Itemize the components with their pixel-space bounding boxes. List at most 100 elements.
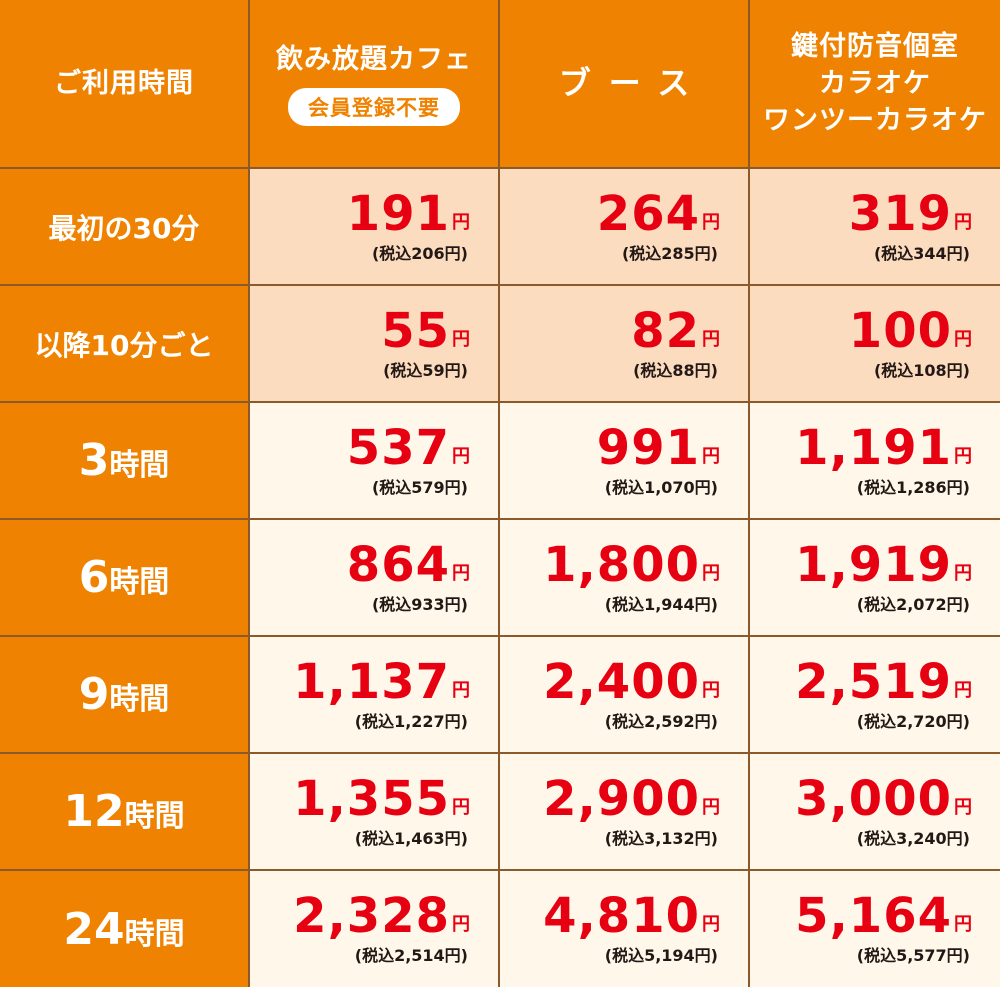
hours-suffix: 時間 bbox=[124, 916, 185, 952]
row-label-text: 最初の30分 bbox=[48, 211, 200, 245]
price-main: 1,191 円 bbox=[795, 424, 972, 472]
tax-included-price: (税込933円) bbox=[371, 594, 468, 614]
price-main: 537 円 bbox=[347, 424, 470, 472]
yen-unit: 円 bbox=[954, 914, 972, 935]
price-cell-karaoke: 1,191 円 (税込1,286円) bbox=[750, 403, 1000, 520]
price-amount: 991 bbox=[596, 419, 700, 476]
price-main: 1,137 円 bbox=[293, 658, 470, 706]
tax-included-price: (税込344円) bbox=[873, 243, 970, 263]
price-cell-booth: 2,900 円 (税込3,132円) bbox=[500, 754, 750, 871]
hours-suffix: 時間 bbox=[124, 799, 185, 834]
price-main: 319 円 bbox=[849, 190, 972, 238]
price-cell-booth: 2,400 円 (税込2,592円) bbox=[500, 637, 750, 754]
price-amount: 1,355 bbox=[293, 770, 450, 827]
tax-included-price: (税込108円) bbox=[873, 360, 970, 380]
price-main: 1,800 円 bbox=[543, 541, 720, 589]
price-amount: 2,400 bbox=[543, 653, 700, 710]
row-label-text: 12時間 bbox=[63, 786, 184, 837]
yen-unit: 円 bbox=[452, 914, 470, 935]
yen-unit: 円 bbox=[702, 914, 720, 935]
price-cell-cafe: 191 円 (税込206円) bbox=[250, 169, 500, 286]
price-main: 5,164 円 bbox=[795, 892, 972, 940]
header-karaoke: 鍵付防音個室 カラオケ ワンツーカラオケ bbox=[750, 0, 1000, 169]
hours-number: 3 bbox=[78, 435, 110, 486]
tax-included-price: (税込5,194円) bbox=[604, 946, 718, 965]
tax-included-price: (税込1,463円) bbox=[354, 828, 468, 848]
tax-included-price: (税込2,592円) bbox=[604, 711, 718, 731]
header-usage-time: ご利用時間 bbox=[0, 0, 250, 169]
price-amount: 4,810 bbox=[543, 888, 700, 944]
tax-included-price: (税込2,720円) bbox=[856, 711, 970, 731]
price-amount: 1,800 bbox=[543, 536, 700, 593]
row-label-text: 6時間 bbox=[79, 552, 170, 603]
tax-included-price: (税込5,577円) bbox=[856, 946, 970, 965]
tax-included-price: (税込3,240円) bbox=[856, 828, 970, 848]
yen-unit: 円 bbox=[452, 562, 470, 584]
price-cell-booth: 991 円 (税込1,070円) bbox=[500, 403, 750, 520]
price-main: 3,000 円 bbox=[795, 775, 972, 823]
tax-included-price: (税込2,514円) bbox=[354, 946, 468, 965]
row-label-text: 3時間 bbox=[79, 435, 170, 486]
price-amount: 1,191 bbox=[795, 419, 952, 476]
header-karaoke-line-1: 鍵付防音個室 bbox=[791, 31, 959, 62]
hours-number: 9 bbox=[78, 669, 110, 720]
hours-number: 12 bbox=[63, 786, 125, 837]
price-amount: 191 bbox=[346, 185, 450, 242]
hours-number: 24 bbox=[63, 903, 125, 955]
row-label-4: 9時間 bbox=[0, 637, 250, 754]
price-cell-karaoke: 5,164 円 (税込5,577円) bbox=[750, 871, 1000, 987]
price-cell-karaoke: 3,000 円 (税込3,240円) bbox=[750, 754, 1000, 871]
price-main: 2,900 円 bbox=[543, 775, 720, 823]
price-amount: 2,328 bbox=[293, 888, 450, 944]
yen-unit: 円 bbox=[702, 328, 720, 350]
price-amount: 264 bbox=[596, 185, 700, 242]
row-label-text: 9時間 bbox=[79, 669, 170, 720]
row-label-5: 12時間 bbox=[0, 754, 250, 871]
price-main: 264 円 bbox=[597, 190, 720, 238]
tax-included-price: (税込1,070円) bbox=[604, 477, 718, 497]
yen-unit: 円 bbox=[452, 679, 470, 701]
header-karaoke-line-3: ワンツーカラオケ bbox=[763, 105, 987, 136]
price-amount: 319 bbox=[848, 185, 952, 242]
yen-unit: 円 bbox=[954, 796, 972, 818]
price-main: 4,810 円 bbox=[543, 892, 720, 940]
price-cell-booth: 4,810 円 (税込5,194円) bbox=[500, 871, 750, 987]
row-label-0: 最初の30分 bbox=[0, 169, 250, 286]
price-cell-karaoke: 2,519 円 (税込2,720円) bbox=[750, 637, 1000, 754]
price-main: 2,328 円 bbox=[293, 892, 470, 940]
header-usage-time-label: ご利用時間 bbox=[54, 68, 194, 99]
price-cell-cafe: 1,137 円 (税込1,227円) bbox=[250, 637, 500, 754]
price-cell-booth: 264 円 (税込285円) bbox=[500, 169, 750, 286]
tax-included-price: (税込2,072円) bbox=[856, 594, 970, 614]
header-cafe-label: 飲み放題カフェ bbox=[276, 44, 472, 75]
price-main: 82 円 bbox=[631, 307, 720, 355]
price-cell-cafe: 864 円 (税込933円) bbox=[250, 520, 500, 637]
hours-suffix: 時間 bbox=[109, 565, 170, 600]
yen-unit: 円 bbox=[452, 328, 470, 350]
price-main: 191 円 bbox=[347, 190, 470, 238]
price-amount: 1,919 bbox=[795, 536, 952, 593]
price-cell-cafe: 55 円 (税込59円) bbox=[250, 286, 500, 403]
price-main: 2,519 円 bbox=[795, 658, 972, 706]
yen-unit: 円 bbox=[702, 211, 720, 233]
row-label-3: 6時間 bbox=[0, 520, 250, 637]
hours-number: 6 bbox=[78, 552, 110, 603]
price-cell-booth: 82 円 (税込88円) bbox=[500, 286, 750, 403]
price-amount: 82 bbox=[631, 302, 700, 359]
price-cell-cafe: 2,328 円 (税込2,514円) bbox=[250, 871, 500, 987]
tax-included-price: (税込579円) bbox=[371, 477, 468, 497]
row-label-2: 3時間 bbox=[0, 403, 250, 520]
row-label-text: 24時間 bbox=[63, 904, 184, 955]
price-amount: 2,519 bbox=[795, 653, 952, 710]
tax-included-price: (税込206円) bbox=[371, 243, 468, 263]
price-main: 2,400 円 bbox=[543, 658, 720, 706]
price-main: 1,355 円 bbox=[293, 775, 470, 823]
price-main: 991 円 bbox=[597, 424, 720, 472]
price-amount: 5,164 bbox=[795, 888, 952, 944]
hours-suffix: 時間 bbox=[109, 682, 170, 717]
tax-included-price: (税込1,227円) bbox=[354, 711, 468, 731]
yen-unit: 円 bbox=[702, 562, 720, 584]
row-label-text: 以降10分ごと bbox=[34, 328, 214, 362]
yen-unit: 円 bbox=[702, 445, 720, 467]
